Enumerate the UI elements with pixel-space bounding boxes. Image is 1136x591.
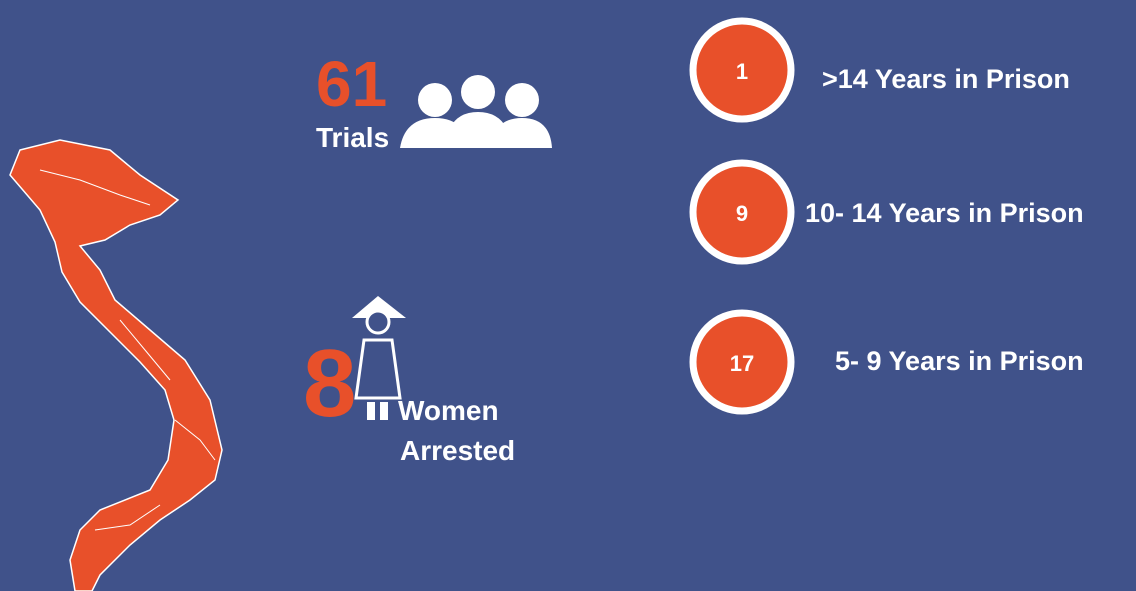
count-circle bbox=[689, 309, 795, 415]
women-label: Arrested bbox=[400, 435, 515, 466]
map-border bbox=[119, 319, 171, 381]
women-number: 8 bbox=[303, 330, 356, 437]
sentence-3: 17 5- 9 Years in Prison bbox=[689, 309, 1084, 415]
woman-hat bbox=[352, 296, 406, 318]
women-label: Women bbox=[398, 395, 499, 426]
person-head bbox=[461, 75, 495, 109]
map bbox=[9, 139, 223, 591]
sentence-label: 5- 9 Years in Prison bbox=[835, 346, 1084, 376]
count: 9 bbox=[736, 201, 748, 226]
count: 17 bbox=[730, 351, 754, 376]
map-shape bbox=[9, 139, 223, 591]
people-icon bbox=[400, 75, 552, 148]
trials-label: Trials bbox=[316, 122, 389, 153]
map-border bbox=[174, 419, 216, 461]
woman-leg bbox=[380, 402, 388, 420]
woman-head bbox=[365, 309, 391, 335]
sentence-label: 10- 14 Years in Prison bbox=[805, 198, 1084, 228]
woman-icon bbox=[352, 296, 406, 420]
person-body bbox=[490, 118, 552, 148]
map-border bbox=[94, 504, 161, 531]
count-circle bbox=[689, 17, 795, 123]
person-head bbox=[418, 83, 452, 117]
count-circle bbox=[689, 159, 795, 265]
count: 1 bbox=[736, 59, 748, 84]
woman-dress bbox=[354, 338, 402, 400]
person-head bbox=[505, 83, 539, 117]
woman-leg bbox=[367, 402, 375, 420]
map-border bbox=[39, 169, 151, 206]
trials-number: 61 bbox=[316, 48, 387, 120]
sentence-label: >14 Years in Prison bbox=[822, 64, 1070, 94]
sentence-2: 9 10- 14 Years in Prison bbox=[689, 159, 1084, 265]
sentence-1: 1 >14 Years in Prison bbox=[689, 17, 1070, 123]
